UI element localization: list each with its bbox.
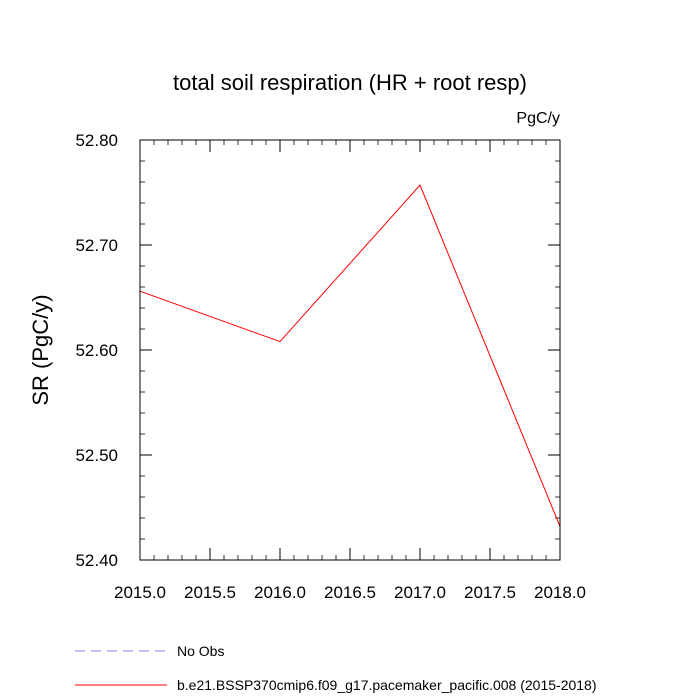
x-tick-label: 2016.5 — [324, 583, 376, 602]
legend-label: b.e21.BSSP370cmip6.f09_g17.pacemaker_pac… — [177, 677, 597, 693]
x-tick-label: 2016.0 — [254, 583, 306, 602]
units-label: PgC/y — [516, 110, 560, 127]
x-tick-label: 2017.0 — [394, 583, 446, 602]
x-tick-label: 2018.0 — [534, 583, 586, 602]
y-tick-label: 52.60 — [75, 341, 118, 360]
x-tick-label: 2015.0 — [114, 583, 166, 602]
series-line — [139, 184, 561, 527]
y-tick-label: 52.50 — [75, 446, 118, 465]
x-tick-label: 2017.5 — [464, 583, 516, 602]
plot-frame — [139, 139, 561, 561]
y-axis-label: SR (PgC/y) — [28, 294, 53, 405]
x-tick-label: 2015.5 — [184, 583, 236, 602]
y-tick-label: 52.40 — [75, 551, 118, 570]
y-tick-label: 52.80 — [75, 131, 118, 150]
y-tick-label: 52.70 — [75, 236, 118, 255]
chart-title: total soil respiration (HR + root resp) — [173, 70, 527, 95]
legend-label: No Obs — [177, 643, 224, 659]
